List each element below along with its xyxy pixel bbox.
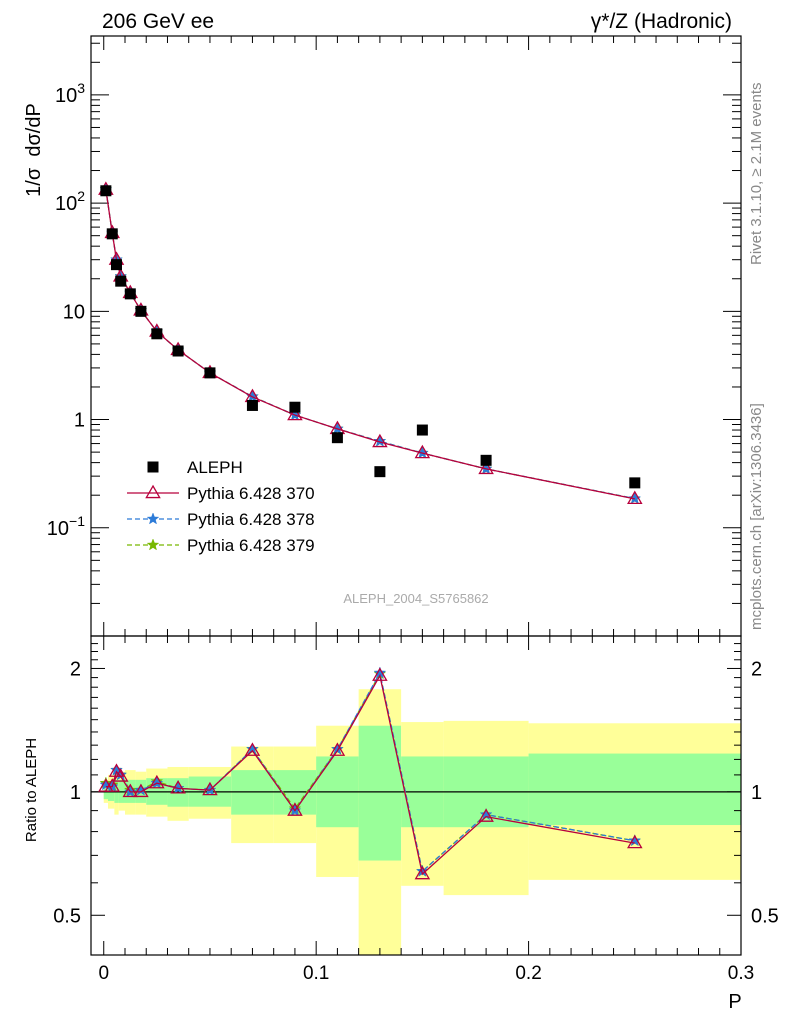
main-y-tick-label: 103 <box>55 80 85 107</box>
legend: ALEPH Pythia 6.428 370 Pythia 6.428 378 Pyt… <box>127 458 315 555</box>
ratio-axes: 0 0.1 0.2 0.3 0.5 0.5 1 1 2 2 <box>53 635 779 984</box>
side-text-mcplots: mcplots.cern.ch [arXiv:1306.3436] <box>748 403 765 630</box>
series-2-point <box>373 434 387 447</box>
series-1-point <box>372 433 388 448</box>
series-0-point <box>115 275 127 287</box>
ratio-series-1-point <box>134 783 148 796</box>
x-tick-label: 0 <box>98 963 109 984</box>
x-tick-label: 0.1 <box>303 963 329 984</box>
series-0-point <box>204 367 216 379</box>
series-0-point <box>110 259 122 271</box>
ratio-series-0-point <box>414 865 431 880</box>
ratio-series-0-point <box>149 774 165 789</box>
main-plot-marks <box>98 181 643 505</box>
main-y-axis-label: 1/σ dσ/dP <box>23 103 45 197</box>
side-text-rivet: Rivet 3.1.10, ≥ 2.1M events <box>748 83 765 266</box>
chart-title-left: 206 GeV ee <box>102 10 214 33</box>
ratio-series-0-point <box>287 802 303 816</box>
legend-label-0: ALEPH <box>187 458 243 477</box>
ratio-series-0-point <box>202 781 218 796</box>
legend-label-2: Pythia 6.428 378 <box>187 510 315 529</box>
ratio-series-0-point <box>478 808 494 822</box>
ratio-frame <box>90 635 742 956</box>
analysis-watermark: ALEPH_2004_S5765862 <box>343 591 488 606</box>
ratio-y-tick-label-right: 0.5 <box>751 905 779 927</box>
series-0-point <box>416 424 428 436</box>
legend-marker-2 <box>146 512 160 525</box>
legend-marker-1 <box>145 484 161 499</box>
series-1-point <box>478 460 494 475</box>
x-tick-label: 0.3 <box>728 963 754 984</box>
series-0-point <box>100 185 112 197</box>
legend-marker-3 <box>146 538 160 551</box>
series-1-point <box>627 490 643 505</box>
main-y-tick-label: 10−1 <box>47 513 85 540</box>
ratio-series-0-point <box>112 768 129 782</box>
ratio-series-1-point <box>628 834 642 847</box>
series-0-point <box>331 432 343 444</box>
ratio-plot-marks <box>98 666 643 880</box>
series-2-line <box>105 189 635 500</box>
chart-title-right: γ*/Z (Hadronic) <box>591 10 732 33</box>
series-0-point <box>135 305 147 317</box>
green-band-12 <box>358 725 402 861</box>
ratio-series-0-point <box>329 742 346 756</box>
ratio-y-axis-label: Ratio to ALEPH <box>23 738 40 842</box>
main-y-tick-label: 1 <box>74 410 85 432</box>
series-3-line <box>105 188 635 500</box>
legend-label-1: Pythia 6.428 370 <box>187 484 315 503</box>
ratio-series-0-point <box>133 783 149 798</box>
series-0-point <box>246 399 258 411</box>
legend-label-3: Pythia 6.428 379 <box>187 536 315 555</box>
x-axis-label: P <box>728 991 741 1013</box>
ratio-series-0-point <box>104 778 121 792</box>
main-y-tick-label: 10 <box>63 301 85 323</box>
ratio-uncertainty-bands <box>103 689 741 955</box>
series-2-point <box>628 491 642 505</box>
ratio-series-0-point <box>372 667 388 681</box>
series-0-point <box>151 328 163 340</box>
series-0-point <box>289 401 301 413</box>
series-1-point <box>414 444 431 459</box>
series-0-point <box>124 288 136 300</box>
series-0-point <box>172 345 184 357</box>
ratio-series-0-point <box>244 742 261 756</box>
ratio-y-tick-label-right: 2 <box>751 658 762 680</box>
series-0-point <box>629 477 641 489</box>
ratio-y-tick-label-right: 1 <box>751 782 762 804</box>
ratio-series-0-point <box>170 780 186 794</box>
series-1-point <box>287 406 303 421</box>
ratio-y-tick-label: 1 <box>70 782 81 804</box>
ratio-series-0-point <box>122 783 139 798</box>
x-tick-label: 0.2 <box>515 963 541 984</box>
main-y-tick-label-exponent: −1 <box>69 513 85 529</box>
series-0-point <box>374 466 386 478</box>
ratio-y-tick-label: 0.5 <box>53 905 81 927</box>
series-1-line <box>105 189 635 500</box>
legend-marker-0 <box>147 461 159 473</box>
main-y-tick-label: 102 <box>55 188 85 215</box>
ratio-y-tick-label: 2 <box>70 658 81 680</box>
main-y-tick-label-exponent: 2 <box>77 188 85 204</box>
ratio-series-0-point <box>627 834 643 849</box>
main-y-tick-label-exponent: 3 <box>77 80 85 96</box>
green-band-15 <box>528 753 741 826</box>
series-0-point <box>106 228 118 240</box>
series-0-point <box>480 454 492 466</box>
